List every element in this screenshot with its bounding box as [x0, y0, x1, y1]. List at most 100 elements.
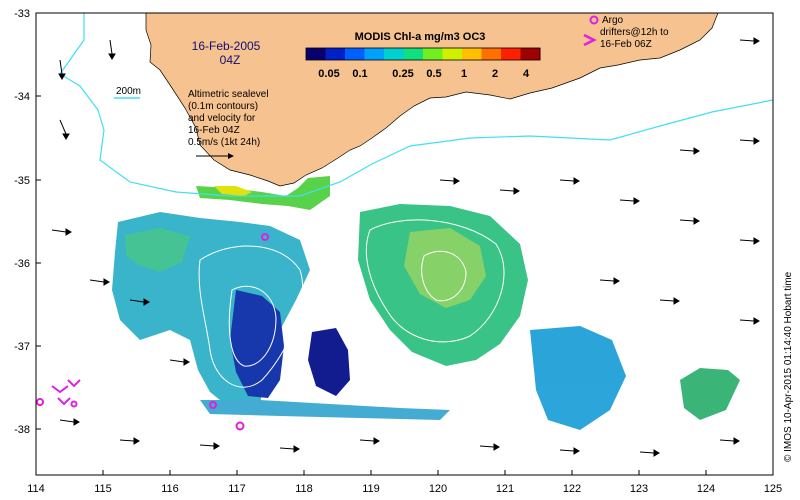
chl-patch-southeast	[530, 326, 626, 430]
velocity-arrow-icon	[559, 177, 580, 185]
colorbar-swatch	[306, 48, 326, 60]
velocity-legend: Altimetric sealevel (0.1m contours) and …	[188, 89, 269, 159]
velocity-arrow-icon	[559, 447, 580, 455]
argo-circle-icon	[589, 15, 599, 25]
time-title: 04Z	[220, 53, 241, 67]
x-tick-label: 118	[295, 483, 313, 495]
colorbar-swatch	[364, 48, 385, 60]
velocity-arrow-icon	[59, 119, 70, 140]
y-tick-label: -38	[14, 424, 30, 436]
contour-east-outer	[365, 219, 505, 343]
colorbar-swatch	[501, 48, 521, 60]
x-tick-label: 121	[496, 483, 514, 495]
x-axis: 114 115 116 117 118 119 120 121 122 123 …	[27, 470, 782, 495]
argo-drifters	[36, 15, 599, 431]
contour-west-outer	[198, 245, 304, 388]
y-tick-label: -33	[14, 8, 30, 20]
velocity-arrow-icon	[51, 228, 72, 236]
chl-patch-far-east	[680, 368, 740, 420]
isobath-label: 200m	[116, 86, 141, 97]
argo-legend-line: 16-Feb 06Z	[600, 39, 652, 50]
x-tick-label: 120	[429, 483, 447, 495]
velocity-arrow-icon	[679, 147, 700, 155]
argo-circle-icon	[235, 421, 245, 431]
colorbar-tick: 0.05	[318, 68, 339, 80]
velocity-arrows	[51, 37, 760, 457]
argo-arrow-icon	[51, 385, 69, 394]
y-tick-label: -34	[14, 91, 30, 103]
colorbar-tick: 0.25	[392, 68, 413, 80]
x-tick-label: 116	[161, 483, 179, 495]
argo-legend-line: drifters@12h to	[600, 27, 669, 38]
date-title: 16-Feb-2005	[192, 39, 261, 53]
colorbar-tick: 2	[492, 68, 498, 80]
chl-patch-navy	[308, 328, 350, 396]
credit-text: © IMOS 10-Apr-2015 01:14:40 Hobart time	[783, 271, 794, 462]
velocity-arrow-icon	[679, 217, 700, 225]
velocity-arrow-icon	[479, 443, 500, 451]
colorbar-swatch	[325, 48, 346, 60]
velocity-arrow-icon	[439, 177, 460, 185]
argo-circle-icon	[70, 400, 78, 408]
legend-line: 0.5m/s (1kt 24h)	[188, 137, 260, 148]
velocity-arrow-icon	[119, 437, 140, 445]
velocity-arrow-icon	[739, 237, 760, 245]
colorbar-swatch	[423, 48, 443, 60]
colorbar-swatch	[403, 48, 424, 60]
contour-east-inner	[421, 250, 467, 302]
velocity-arrow-icon	[619, 197, 640, 205]
argo-arrow-icon	[67, 379, 81, 388]
velocity-arrow-icon	[359, 437, 380, 445]
legend-line: (0.1m contours)	[188, 101, 258, 112]
isobath-200m	[59, 13, 774, 197]
colorbar-swatch	[462, 48, 482, 60]
chl-coastal-band	[196, 176, 330, 210]
velocity-arrow-icon	[199, 442, 220, 450]
x-tick-label: 115	[94, 483, 112, 495]
contour-west-inner	[228, 285, 277, 367]
velocity-arrow-icon	[169, 358, 190, 366]
chl-patch-east-core	[404, 228, 486, 308]
chl-patch-deepblue	[230, 290, 284, 398]
argo-legend-line: Argo	[602, 15, 624, 26]
velocity-arrow-icon	[599, 277, 620, 285]
colorbar-swatches	[306, 48, 541, 60]
argo-arrow-icon	[57, 397, 71, 406]
plot-frame	[35, 12, 774, 476]
argo-arrow-icon	[583, 33, 597, 47]
x-tick-label: 123	[630, 483, 648, 495]
x-tick-label: 117	[228, 483, 246, 495]
velocity-arrow-icon	[129, 298, 150, 306]
velocity-arrow-icon	[108, 39, 116, 60]
x-tick-label: 114	[27, 483, 45, 495]
velocity-arrow-icon	[279, 445, 300, 453]
chl-patch-south	[200, 400, 450, 420]
velocity-arrow-icon	[719, 437, 740, 445]
colorbar-tick: 0.1	[352, 68, 367, 80]
land-mass	[145, 12, 719, 187]
colorbar-tick: 4	[523, 68, 530, 80]
colorbar-tick: 1	[461, 68, 467, 80]
velocity-arrow-icon	[639, 449, 660, 457]
velocity-arrow-icon	[59, 418, 80, 426]
colorbar: MODIS Chl-a mg/m3 OC3 0.05 0.1 0.25 0.5 …	[305, 31, 541, 80]
colorbar-tick: 0.5	[426, 68, 441, 80]
legend-line: Altimetric sealevel	[188, 89, 269, 100]
colorbar-swatch	[384, 48, 404, 60]
y-axis: -33 -34 -35 -36 -37 -38	[14, 8, 41, 436]
chl-patch-green-west	[125, 228, 190, 272]
velocity-arrow-icon	[89, 278, 110, 286]
chl-coastal-high	[214, 186, 252, 196]
velocity-arrow-icon	[659, 297, 680, 305]
x-tick-label: 125	[764, 483, 782, 495]
y-tick-label: -37	[14, 341, 30, 353]
y-tick-label: -36	[14, 258, 30, 270]
legend-line: and velocity for	[188, 113, 256, 124]
x-tick-label: 122	[563, 483, 581, 495]
colorbar-swatch	[345, 48, 365, 60]
velocity-arrow-icon	[739, 137, 760, 145]
velocity-arrow-icon	[739, 317, 760, 325]
velocity-arrow-icon	[739, 37, 760, 45]
colorbar-swatch	[520, 48, 541, 60]
